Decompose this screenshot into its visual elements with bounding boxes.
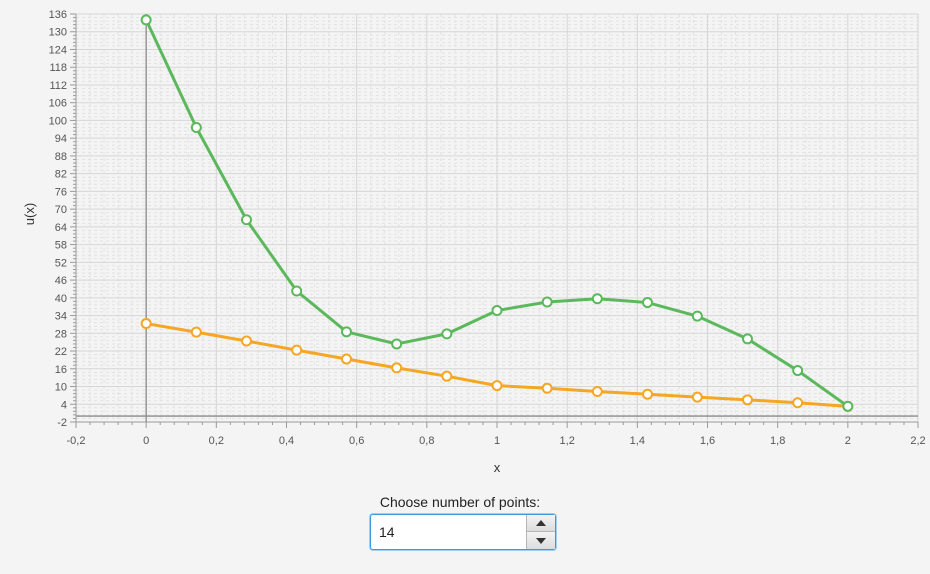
x-tick-label: 0 xyxy=(143,435,149,447)
x-tick-label: 1 xyxy=(494,435,500,447)
chart: -0,2 0 0,2 0,4 0,6 0,8 1 1,2 1,4 1,6 1,8 2 2,2 -2 4 10 1… xyxy=(22,9,926,475)
data-point xyxy=(792,397,804,409)
y-tick-label: 136 xyxy=(49,9,67,21)
chart-series xyxy=(140,14,854,412)
data-point xyxy=(741,394,753,406)
y-tick-label: 88 xyxy=(55,151,67,163)
y-tick-label: 4 xyxy=(61,399,67,411)
data-point xyxy=(491,305,503,317)
x-tick-label: 1,2 xyxy=(560,435,575,447)
y-tick-label: 130 xyxy=(49,27,67,39)
data-point xyxy=(190,122,202,134)
points-label: Choose number of points: xyxy=(379,494,541,510)
data-point xyxy=(241,335,253,347)
data-point xyxy=(491,380,503,392)
data-point xyxy=(391,362,403,374)
x-tick-label: 0,2 xyxy=(209,435,224,447)
arrow-up-icon xyxy=(536,520,546,526)
data-point xyxy=(441,328,453,340)
data-point xyxy=(792,365,804,377)
y-tick-label: 64 xyxy=(55,222,67,234)
data-point xyxy=(291,344,303,356)
data-point xyxy=(591,386,603,398)
data-point xyxy=(140,318,152,330)
y-axis-label: u(x) xyxy=(22,203,37,225)
x-tick-label: -0,2 xyxy=(67,435,86,447)
y-tick-label: 10 xyxy=(55,382,67,394)
data-point xyxy=(190,326,202,338)
x-tick-label: 1,6 xyxy=(700,435,715,447)
data-point xyxy=(642,297,654,309)
data-point xyxy=(441,370,453,382)
decrement-button[interactable] xyxy=(526,532,555,549)
y-tick-label: 40 xyxy=(55,293,67,305)
data-point xyxy=(541,296,553,308)
y-tick-label: -2 xyxy=(57,417,67,429)
data-point xyxy=(391,338,403,350)
y-tick-label: 106 xyxy=(49,98,67,110)
data-point xyxy=(541,382,553,394)
y-tick-label: 70 xyxy=(55,204,67,216)
data-point xyxy=(691,310,703,322)
points-control: Choose number of points: xyxy=(370,494,560,550)
x-tick-label: 0,4 xyxy=(279,435,294,447)
data-point xyxy=(340,326,352,338)
y-tick-label: 52 xyxy=(55,257,67,269)
data-point xyxy=(241,214,253,226)
x-tick-label: 2,2 xyxy=(910,435,925,447)
data-point xyxy=(691,391,703,403)
y-tick-label: 82 xyxy=(55,169,67,181)
x-tick-label: 0,8 xyxy=(419,435,434,447)
y-tick-label: 94 xyxy=(55,133,67,145)
x-tick-label: 0,6 xyxy=(349,435,364,447)
x-tick-label: 1,4 xyxy=(630,435,645,447)
data-point xyxy=(140,14,152,26)
y-tick-label: 76 xyxy=(55,186,67,198)
y-tick-label: 16 xyxy=(55,364,67,376)
arrow-down-icon xyxy=(536,537,546,544)
x-tick-label: 1,8 xyxy=(770,435,785,447)
y-tick-label: 118 xyxy=(49,62,67,74)
y-tick-label: 100 xyxy=(49,115,67,127)
data-point xyxy=(291,285,303,297)
chart-grid xyxy=(75,13,919,423)
data-point xyxy=(642,388,654,400)
y-tick-label: 124 xyxy=(49,44,67,56)
points-spinner xyxy=(370,514,556,550)
data-point xyxy=(741,333,753,345)
chart-axes: -0,2 0 0,2 0,4 0,6 0,8 1 1,2 1,4 1,6 1,8 2 2,2 -2 4 10 1… xyxy=(49,9,926,447)
x-axis-label: x xyxy=(494,460,501,475)
y-tick-label: 46 xyxy=(55,275,67,287)
points-input[interactable] xyxy=(371,515,526,549)
y-tick-label: 112 xyxy=(49,80,67,92)
y-tick-label: 22 xyxy=(55,346,67,358)
increment-button[interactable] xyxy=(526,515,555,532)
data-point xyxy=(340,353,352,365)
y-tick-label: 28 xyxy=(55,328,67,340)
data-point xyxy=(591,293,603,305)
x-tick-label: 2 xyxy=(845,435,851,447)
data-point xyxy=(842,400,854,412)
y-tick-label: 34 xyxy=(55,311,67,323)
y-tick-label: 58 xyxy=(55,240,67,252)
